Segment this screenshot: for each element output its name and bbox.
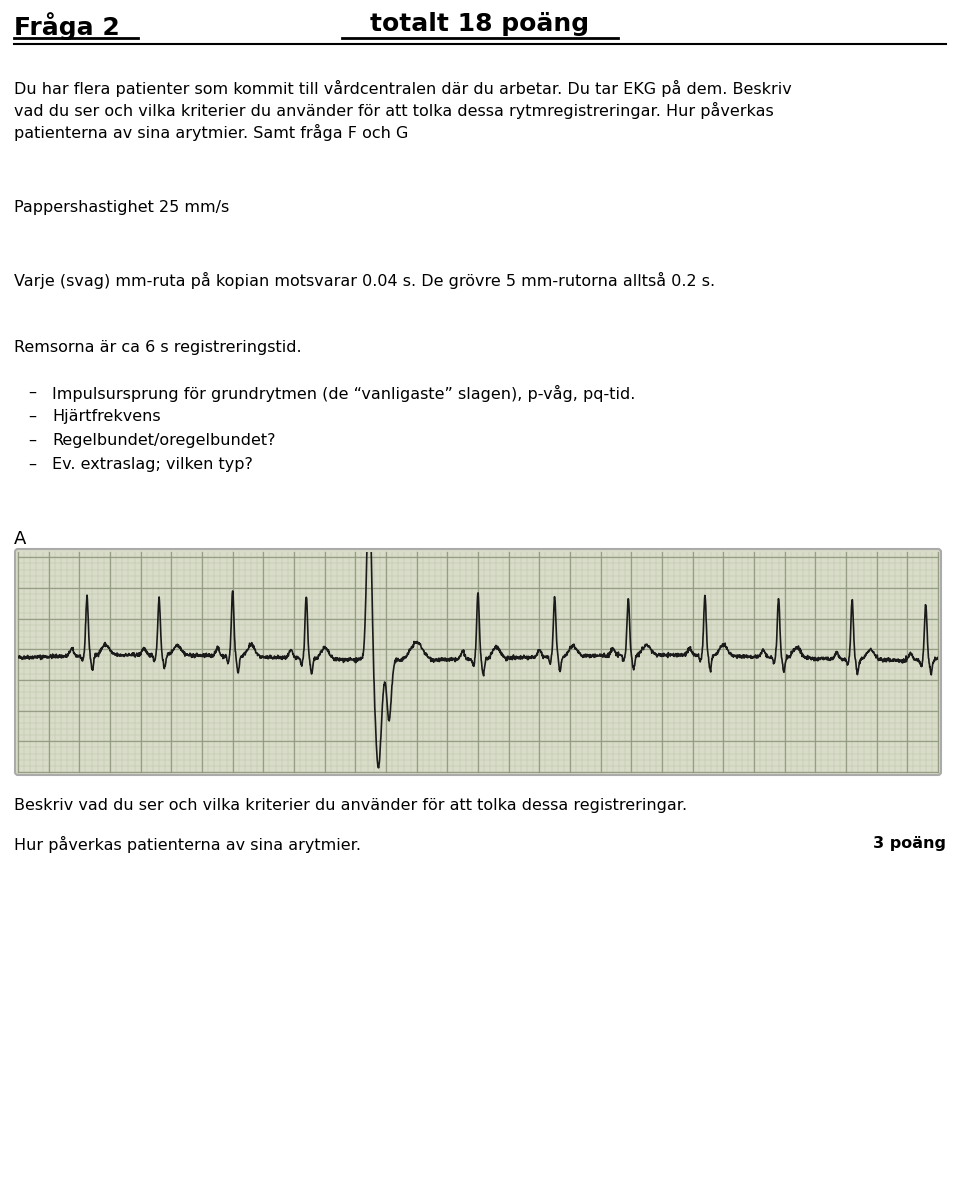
- Text: Regelbundet/oregelbundet?: Regelbundet/oregelbundet?: [52, 433, 276, 447]
- Text: Fråga 2: Fråga 2: [14, 12, 120, 40]
- Text: Hjärtfrekvens: Hjärtfrekvens: [52, 410, 160, 424]
- Text: –: –: [28, 433, 36, 447]
- Text: –: –: [28, 410, 36, 424]
- Text: –: –: [28, 385, 36, 400]
- Text: A: A: [14, 531, 26, 548]
- Text: Pappershastighet 25 mm/s: Pappershastighet 25 mm/s: [14, 199, 229, 215]
- Text: Du har flera patienter som kommit till vårdcentralen där du arbetar. Du tar EKG : Du har flera patienter som kommit till v…: [14, 80, 792, 97]
- Text: vad du ser och vilka kriterier du använder för att tolka dessa rytmregistreringa: vad du ser och vilka kriterier du använd…: [14, 102, 774, 119]
- Text: Impulsursprung för grundrytmen (de “vanligaste” slagen), p-våg, pq-tid.: Impulsursprung för grundrytmen (de “vanl…: [52, 385, 636, 402]
- Text: Beskriv vad du ser och vilka kriterier du använder för att tolka dessa registrer: Beskriv vad du ser och vilka kriterier d…: [14, 798, 687, 813]
- Text: totalt 18 poäng: totalt 18 poäng: [371, 12, 589, 36]
- Text: Varje (svag) mm-ruta på kopian motsvarar 0.04 s. De grövre 5 mm-rutorna alltså 0: Varje (svag) mm-ruta på kopian motsvarar…: [14, 272, 715, 288]
- Text: Hur påverkas patienterna av sina arytmier.: Hur påverkas patienterna av sina arytmie…: [14, 836, 361, 853]
- Text: –: –: [28, 457, 36, 472]
- Text: Ev. extraslag; vilken typ?: Ev. extraslag; vilken typ?: [52, 457, 252, 472]
- Text: 3 poäng: 3 poäng: [873, 836, 946, 851]
- Text: patienterna av sina arytmier. Samt fråga F och G: patienterna av sina arytmier. Samt fråga…: [14, 123, 408, 141]
- FancyBboxPatch shape: [15, 550, 941, 775]
- Text: Remsorna är ca 6 s registreringstid.: Remsorna är ca 6 s registreringstid.: [14, 339, 301, 355]
